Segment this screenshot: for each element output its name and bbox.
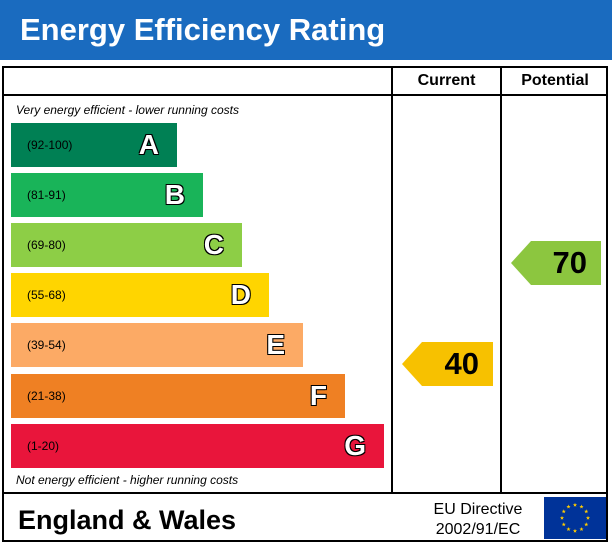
band-f: (21-38) F <box>11 374 345 418</box>
band-c-letter: C <box>203 229 224 260</box>
band-b-letter: B <box>164 179 185 210</box>
band-e: (39-54) E <box>11 323 303 367</box>
band-f-letter: F <box>309 380 327 411</box>
directive-line-1: EU Directive <box>433 501 523 518</box>
eu-star-icon <box>566 504 571 509</box>
eu-star-icon <box>584 522 589 527</box>
band-a: (92-100) A <box>11 123 177 167</box>
band-c: (69-80) C <box>11 223 242 267</box>
potential-column-header: Potential <box>521 72 589 89</box>
top-note: Very energy efficient - lower running co… <box>16 103 239 117</box>
divider-current <box>391 66 393 494</box>
band-g: (1-20) G <box>11 424 384 468</box>
band-d-letter: D <box>230 279 251 310</box>
band-b: (81-91) B <box>11 173 203 217</box>
potential-rating-arrow: 70 <box>511 241 601 285</box>
rating-frame <box>2 66 608 542</box>
current-rating-arrow: 40 <box>402 342 493 386</box>
band-d: (55-68) D <box>11 273 269 317</box>
divider-potential <box>500 66 502 494</box>
footer-divider <box>2 492 608 494</box>
eu-star-icon <box>579 527 584 532</box>
page-title: Energy Efficiency Rating <box>20 12 386 47</box>
band-c-range: (69-80) <box>27 238 66 252</box>
eu-star-icon <box>561 522 566 527</box>
current-column-header: Current <box>417 72 476 89</box>
eu-star-icon <box>561 509 566 514</box>
directive-line-2: 2002/91/EC <box>435 521 521 538</box>
header-divider <box>2 94 608 96</box>
eu-star-icon <box>572 528 578 533</box>
eu-star-icon <box>559 515 565 520</box>
current-arrow-shape <box>402 342 493 386</box>
band-a-range: (92-100) <box>27 138 73 152</box>
bottom-note: Not energy efficient - higher running co… <box>16 473 239 487</box>
band-f-range: (21-38) <box>27 389 66 403</box>
potential-arrow-shape <box>511 241 601 285</box>
eu-star-icon <box>572 502 578 507</box>
band-a-letter: A <box>138 129 159 160</box>
band-e-letter: E <box>266 329 285 360</box>
eu-star-icon <box>579 504 584 509</box>
eu-flag-icon <box>544 497 606 539</box>
potential-rating-value: 70 <box>552 245 587 280</box>
band-e-range: (39-54) <box>27 338 66 352</box>
eu-star-icon <box>566 527 571 532</box>
title-bar: Energy Efficiency Rating <box>0 0 612 60</box>
band-g-range: (1-20) <box>27 439 60 453</box>
eu-star-icon <box>585 515 591 520</box>
band-g-letter: G <box>344 430 366 461</box>
band-b-range: (81-91) <box>27 188 66 202</box>
band-d-range: (55-68) <box>27 288 66 302</box>
eu-star-icon <box>584 509 589 514</box>
region-label: England & Wales <box>18 505 237 535</box>
current-rating-value: 40 <box>444 346 479 381</box>
